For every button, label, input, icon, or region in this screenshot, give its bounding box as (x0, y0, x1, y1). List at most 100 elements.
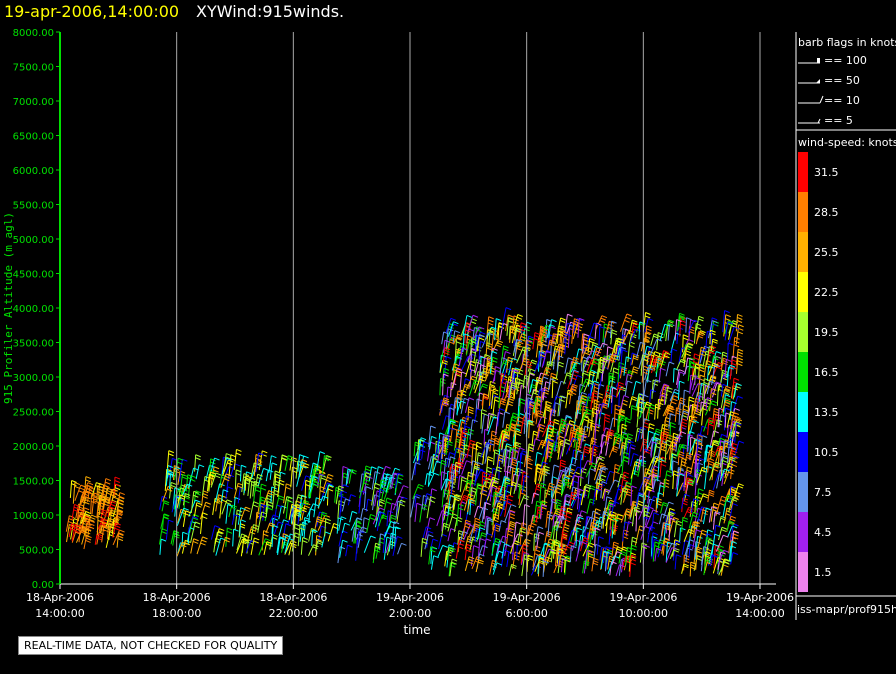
wind-barb (341, 522, 350, 534)
barb-feather (656, 428, 662, 432)
barb-shaft (379, 479, 382, 498)
barb-feather (734, 407, 740, 411)
wind-barb (275, 495, 285, 509)
barb-feather (402, 496, 408, 500)
barb-shaft (353, 520, 357, 544)
barb-shaft (362, 476, 368, 495)
wind-barb (604, 320, 615, 338)
wind-barb (414, 493, 422, 508)
barb-feather (294, 527, 300, 531)
barb-feather (394, 467, 401, 471)
barb-feather (576, 374, 583, 378)
barb-feather (379, 498, 386, 502)
barb-feather (91, 501, 97, 504)
wind-barb (414, 457, 422, 476)
wind-barb (107, 500, 117, 518)
barb-shaft (297, 523, 301, 547)
wind-barb (112, 529, 125, 546)
barb-feather (118, 502, 124, 506)
barb-feather (623, 395, 630, 398)
barb-feather (528, 406, 534, 410)
barb-feather (520, 492, 526, 496)
barb-shaft (284, 538, 290, 554)
barb-shaft (586, 498, 591, 514)
barb-feather (689, 396, 695, 400)
barb-feather (234, 497, 241, 500)
barb-feather (679, 399, 686, 403)
barb-feather (209, 473, 215, 477)
barb-shaft (322, 455, 327, 471)
barb-feather (492, 337, 499, 341)
barb-shaft (340, 490, 343, 513)
barb-feather (86, 522, 92, 526)
barb-feather (487, 456, 494, 460)
barb-feather (613, 541, 619, 545)
barb-feather (278, 497, 284, 501)
barb-shaft (82, 485, 89, 503)
barb-feather (488, 316, 494, 320)
barb-shaft (481, 413, 485, 434)
wind-barb (430, 555, 439, 570)
wind-barb (210, 525, 220, 540)
wind-barb (674, 554, 682, 570)
barb-feather (420, 437, 427, 441)
barb-feather (117, 538, 124, 542)
barb-feather (78, 511, 84, 515)
barb-feather (708, 491, 715, 495)
wind-barb (222, 453, 232, 473)
barb-feather (288, 455, 294, 459)
barb-feather (228, 459, 234, 463)
barb-shaft (291, 506, 298, 525)
barb-feather (294, 523, 300, 527)
barb-shaft (374, 490, 378, 507)
barb-feather (369, 517, 376, 521)
barb-feather (113, 496, 119, 500)
barb-feather (625, 316, 631, 320)
barb-shaft (68, 523, 72, 538)
barb-feather (275, 480, 281, 484)
barb-shaft (107, 501, 112, 518)
barb-feather (227, 527, 233, 531)
barb-shaft (190, 521, 196, 543)
barb-feather (110, 500, 117, 504)
barb-shaft (297, 454, 301, 472)
barb-feather (327, 488, 334, 492)
barb-feather (621, 423, 628, 427)
barb-feather (274, 470, 281, 474)
barb-feather (110, 512, 117, 516)
barb-feather (625, 420, 631, 424)
barb-shaft (567, 328, 570, 348)
barb-feather (281, 457, 287, 461)
barb-feather (167, 485, 174, 489)
barb-feather (451, 558, 458, 562)
barb-shaft (381, 487, 385, 501)
barb-feather (531, 359, 538, 363)
barb-feather (398, 495, 404, 499)
barb-feather (77, 525, 83, 529)
barb-feather (263, 467, 269, 471)
barb-feather (516, 347, 523, 351)
barb-shaft (380, 466, 387, 482)
barb-feather (633, 366, 639, 370)
barb-shaft (348, 469, 353, 484)
barb-shaft (483, 429, 486, 445)
barb-feather (313, 462, 319, 466)
barb-feather (355, 525, 362, 529)
barb-shaft (106, 511, 111, 527)
barb-shaft (252, 481, 255, 497)
barb-shaft (388, 503, 393, 522)
barb-shaft (111, 518, 115, 535)
wind-barb (304, 479, 311, 504)
barb-shaft (299, 522, 303, 542)
wind-barb (195, 464, 205, 480)
barb-feather (350, 494, 356, 498)
barb-feather (338, 485, 345, 489)
barb-feather (696, 558, 703, 561)
barb-feather (272, 524, 279, 528)
barb-feather (168, 470, 174, 474)
wind-barb (341, 465, 349, 490)
wind-barb (316, 451, 326, 472)
barb-shaft (366, 514, 372, 533)
barb-feather (168, 453, 174, 457)
barb-shaft (220, 473, 227, 488)
